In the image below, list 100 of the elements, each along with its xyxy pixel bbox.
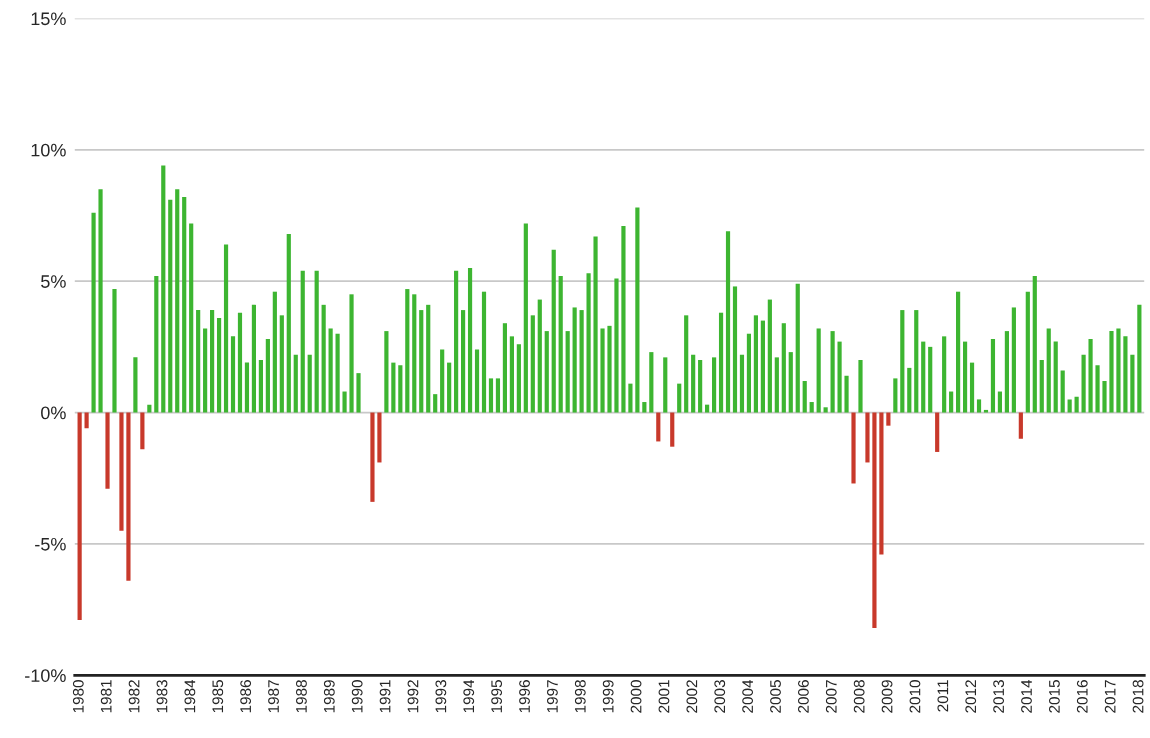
bar [154, 275, 159, 413]
bar [168, 199, 173, 413]
x-tick-label: 2008 [853, 680, 865, 713]
bar [119, 412, 124, 531]
bar [77, 412, 82, 621]
x-tick-label: 2006 [798, 680, 809, 713]
bar [691, 354, 696, 413]
bar [509, 336, 514, 413]
bar [774, 357, 779, 413]
y-tick-label: -5% [35, 537, 66, 551]
bar [614, 278, 619, 413]
bar [133, 357, 138, 413]
bar [746, 333, 752, 413]
bar [307, 354, 312, 413]
bar [481, 291, 487, 413]
bar [454, 270, 459, 413]
bar [642, 402, 647, 413]
x-tick-label: 1999 [602, 680, 614, 713]
x-tick-label: 2018 [1132, 680, 1144, 713]
bar [1039, 360, 1044, 413]
bar [426, 304, 431, 413]
bar [467, 268, 473, 413]
bar [802, 381, 807, 413]
x-tick-label: 2013 [993, 680, 1005, 713]
bar [203, 328, 208, 413]
bar [530, 315, 535, 413]
x-tick-label: 1996 [519, 680, 530, 713]
bar [739, 354, 745, 413]
bar [593, 236, 598, 413]
bar [942, 336, 947, 413]
bar [1074, 396, 1079, 413]
bar [935, 412, 940, 452]
bar [565, 331, 570, 413]
bar [244, 362, 250, 413]
bar [523, 223, 528, 413]
bar [879, 412, 884, 555]
bar [858, 360, 863, 413]
y-tick-label: -10% [25, 669, 66, 682]
bar [300, 270, 305, 413]
bar [384, 331, 389, 413]
bar [705, 404, 710, 413]
bar [663, 357, 668, 413]
bar [600, 328, 605, 413]
bar [788, 352, 793, 413]
bar [440, 349, 445, 413]
bar [718, 312, 724, 413]
bar [544, 331, 549, 413]
bar [189, 223, 194, 413]
bar [286, 233, 291, 413]
bar [781, 323, 786, 413]
bar [921, 341, 926, 413]
x-tick-label: 1989 [323, 680, 335, 713]
bar [370, 412, 375, 502]
x-tick-label: 2009 [881, 680, 893, 713]
y-tick-label: 15% [31, 12, 66, 26]
x-tick-label: 1987 [268, 680, 279, 713]
x-tick-label: 1998 [574, 680, 586, 713]
bar [210, 310, 215, 413]
bar [1116, 328, 1121, 413]
bar [872, 412, 877, 628]
x-tick-label: 2012 [965, 680, 977, 713]
bar [182, 197, 187, 413]
bar [607, 325, 612, 413]
bar [272, 291, 277, 413]
bar [579, 310, 584, 413]
bar [391, 362, 396, 413]
bar [962, 341, 968, 413]
bar [1060, 370, 1065, 413]
x-tick-label: 2011 [937, 680, 949, 712]
y-tick-label: 0% [41, 406, 66, 420]
bar [377, 412, 382, 463]
x-tick-label: 1990 [351, 680, 363, 713]
bar [1032, 275, 1037, 413]
bar [1018, 412, 1023, 439]
x-tick-label: 2003 [714, 680, 726, 713]
x-tick-label: 2016 [1076, 680, 1088, 713]
bar [230, 336, 236, 413]
bar [314, 270, 319, 413]
x-tick-label: 1985 [212, 680, 224, 713]
bar [237, 312, 243, 413]
x-tick-label: 1981 [100, 680, 112, 713]
bar [412, 294, 417, 413]
bar [983, 409, 989, 413]
bar [753, 315, 758, 413]
bar [1109, 331, 1114, 413]
bar [1088, 338, 1093, 413]
bar [976, 399, 982, 413]
bar [732, 286, 738, 413]
y-tick-label: 10% [31, 143, 66, 157]
bar [914, 310, 919, 413]
bar [265, 338, 270, 413]
bar [851, 412, 856, 484]
bar [1095, 365, 1100, 413]
bar [711, 357, 717, 413]
bar [279, 315, 284, 413]
bar [1130, 354, 1135, 413]
bar [886, 412, 891, 426]
bar [447, 362, 452, 413]
bar [321, 304, 326, 413]
bar [516, 344, 521, 413]
